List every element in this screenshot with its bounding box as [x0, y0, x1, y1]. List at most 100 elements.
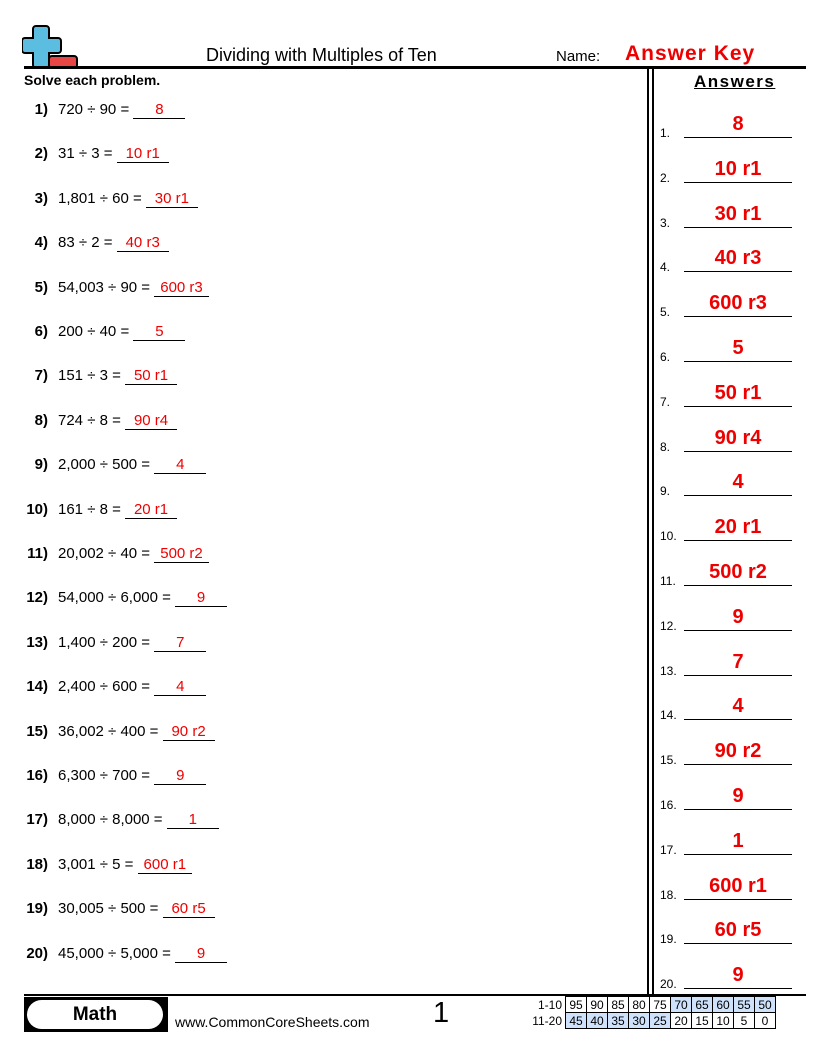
problem-expression: 720 ÷ 90 = — [58, 101, 130, 118]
problem-row: 16) 6,300 ÷ 700 = 9 — [24, 767, 207, 785]
score-cell: 50 — [754, 996, 776, 1013]
answer-row: 11. 500 r2 — [660, 558, 792, 588]
problem-number: 11) — [27, 545, 48, 562]
problem-row: 12) 54,000 ÷ 6,000 = 9 — [24, 589, 228, 608]
answer-number: 4. — [660, 260, 671, 275]
answer-value: 90 r4 — [714, 426, 762, 449]
answer-line — [684, 181, 792, 183]
answer-value: 9 — [732, 964, 744, 987]
problem-row: 10) 161 ÷ 8 = 20 r1 — [24, 500, 178, 519]
answer-blank[interactable]: 600 r3 — [154, 279, 209, 297]
answer-row: 13. 7 — [660, 648, 792, 678]
answer-blank[interactable]: 10 r1 — [116, 145, 169, 164]
problem-row: 1) 720 ÷ 90 = 8 — [24, 101, 186, 119]
problem-number: 3) — [34, 189, 48, 207]
answer-value: 90 r2 — [714, 740, 762, 763]
problem-row: 19) 30,005 ÷ 500 = 60 r5 — [24, 900, 215, 919]
answer-value: 7 — [732, 650, 744, 673]
answer-row: 3. 30 r1 — [660, 200, 792, 230]
answer-row: 6. 5 — [660, 334, 792, 364]
score-cell: 95 — [565, 996, 587, 1013]
answer-row: 20. 9 — [660, 961, 792, 991]
problem-row: 6) 200 ÷ 40 = 5 — [24, 323, 186, 341]
answer-blank[interactable]: 500 r2 — [154, 545, 209, 563]
answer-blank[interactable]: 7 — [154, 634, 207, 652]
problem-number: 14) — [26, 678, 48, 696]
answer-value: 40 r3 — [714, 247, 762, 270]
problem-number: 4) — [34, 234, 48, 252]
answer-value: 50 r1 — [714, 381, 762, 404]
answer-value: 1 — [732, 829, 744, 852]
problem-expression: 2,000 ÷ 500 = — [58, 456, 151, 474]
answer-number: 20. — [660, 977, 677, 992]
answer-line — [684, 629, 792, 631]
answer-row: 17. 1 — [660, 827, 792, 857]
answer-blank[interactable]: 4 — [154, 678, 207, 697]
answer-blank[interactable]: 1 — [166, 811, 219, 830]
column-divider — [652, 68, 654, 996]
answer-blank[interactable]: 9 — [154, 767, 207, 785]
answer-value: 600 r3 — [709, 292, 767, 315]
answer-number: 17. — [660, 842, 677, 857]
problem-expression: 3,001 ÷ 5 = — [58, 855, 134, 873]
answer-line — [684, 271, 792, 273]
problem-number: 19) — [26, 900, 48, 918]
header-divider — [24, 66, 806, 69]
problem-expression: 83 ÷ 2 = — [58, 234, 113, 252]
answer-value: 10 r1 — [714, 157, 762, 180]
answer-line — [684, 719, 792, 721]
score-cell: 35 — [607, 1012, 629, 1029]
answer-value: 9 — [732, 605, 744, 628]
answer-row: 4. 40 r3 — [660, 244, 792, 274]
problem-number: 20) — [26, 944, 48, 962]
answer-value: 60 r5 — [714, 919, 762, 942]
problem-number: 17) — [26, 811, 48, 829]
answer-row: 19. 60 r5 — [660, 916, 792, 946]
website-link[interactable]: www.CommonCoreSheets.com — [175, 1014, 370, 1030]
column-divider — [647, 68, 649, 996]
answer-blank[interactable]: 50 r1 — [125, 367, 178, 386]
answer-blank[interactable]: 600 r1 — [137, 856, 193, 874]
problem-expression: 20,002 ÷ 40 = — [58, 545, 151, 562]
problem-row: 2) 31 ÷ 3 = 10 r1 — [24, 145, 169, 164]
answer-blank[interactable]: 9 — [175, 945, 228, 963]
problem-expression: 200 ÷ 40 = — [58, 323, 130, 340]
score-cell: 85 — [607, 996, 629, 1013]
answer-row: 2. 10 r1 — [660, 155, 792, 185]
answer-number: 9. — [660, 484, 671, 499]
problem-expression: 45,000 ÷ 5,000 = — [58, 944, 171, 962]
answer-blank[interactable]: 8 — [133, 101, 186, 119]
problem-expression: 161 ÷ 8 = — [58, 500, 121, 518]
answer-number: 14. — [660, 708, 677, 723]
answer-line — [684, 450, 792, 452]
answer-blank[interactable]: 30 r1 — [145, 190, 198, 208]
answer-blank[interactable]: 90 r4 — [125, 412, 178, 430]
score-cell: 80 — [628, 996, 650, 1013]
score-cell: 20 — [670, 1012, 692, 1029]
problem-row: 11) 20,002 ÷ 40 = 500 r2 — [24, 545, 209, 563]
answer-value: 20 r1 — [714, 516, 762, 539]
subject-label: Math — [27, 1000, 163, 1029]
answer-row: 15. 90 r2 — [660, 737, 792, 767]
answer-blank[interactable]: 60 r5 — [162, 900, 215, 919]
answer-blank[interactable]: 4 — [154, 456, 207, 475]
problem-row: 20) 45,000 ÷ 5,000 = 9 — [24, 944, 228, 963]
answer-line — [684, 540, 792, 542]
problem-expression: 6,300 ÷ 700 = — [58, 767, 151, 784]
answer-value: 500 r2 — [709, 561, 767, 583]
score-row: 1-10 95 90 85 80 75 70 65 60 55 50 — [528, 996, 776, 1013]
problem-number: 12) — [26, 589, 48, 607]
problem-number: 8) — [34, 411, 48, 429]
answer-blank[interactable]: 9 — [175, 589, 228, 608]
subject-badge: Math — [24, 997, 168, 1032]
answer-number: 10. — [660, 529, 677, 544]
score-row-label: 1-10 — [537, 997, 562, 1012]
answer-blank[interactable]: 20 r1 — [125, 501, 178, 519]
answer-number: 19. — [660, 932, 677, 947]
name-label: Name: — [556, 48, 601, 65]
answer-blank[interactable]: 5 — [133, 323, 186, 341]
problem-expression: 1,801 ÷ 60 = — [58, 189, 142, 207]
answer-line — [684, 226, 792, 228]
answer-blank[interactable]: 90 r2 — [162, 723, 215, 741]
answer-blank[interactable]: 40 r3 — [116, 234, 169, 253]
